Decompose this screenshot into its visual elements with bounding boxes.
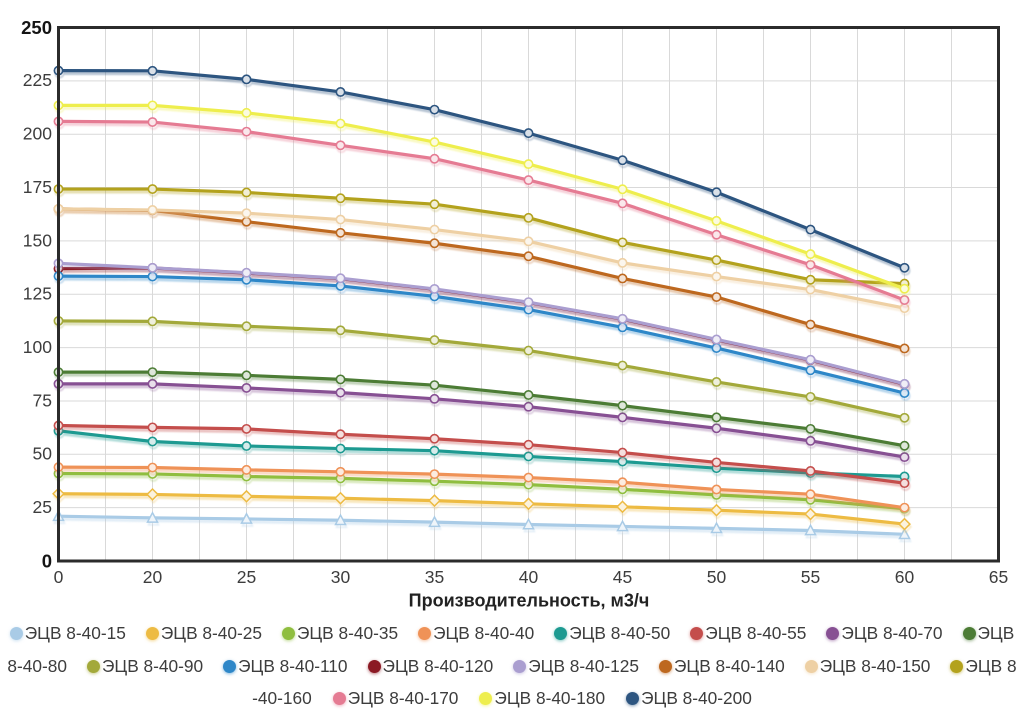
svg-text:200: 200 xyxy=(23,124,52,144)
svg-text:20: 20 xyxy=(143,567,163,587)
svg-text:0: 0 xyxy=(54,567,64,587)
svg-text:60: 60 xyxy=(895,567,915,587)
svg-text:45: 45 xyxy=(613,567,632,587)
svg-text:250: 250 xyxy=(21,17,52,38)
svg-text:150: 150 xyxy=(23,230,52,250)
svg-text:225: 225 xyxy=(23,70,52,90)
svg-text:75: 75 xyxy=(33,390,52,410)
svg-text:25: 25 xyxy=(237,567,256,587)
svg-text:30: 30 xyxy=(331,567,351,587)
svg-text:25: 25 xyxy=(33,497,52,517)
svg-text:35: 35 xyxy=(425,567,444,587)
svg-text:40: 40 xyxy=(519,567,539,587)
svg-text:55: 55 xyxy=(801,567,820,587)
svg-text:65: 65 xyxy=(989,567,1008,587)
svg-text:Производительность, м3/ч: Производительность, м3/ч xyxy=(409,591,650,611)
svg-text:0: 0 xyxy=(42,551,52,572)
svg-text:125: 125 xyxy=(23,284,52,304)
svg-text:100: 100 xyxy=(23,337,52,357)
svg-text:50: 50 xyxy=(33,444,53,464)
svg-text:175: 175 xyxy=(23,177,52,197)
svg-text:50: 50 xyxy=(707,567,727,587)
